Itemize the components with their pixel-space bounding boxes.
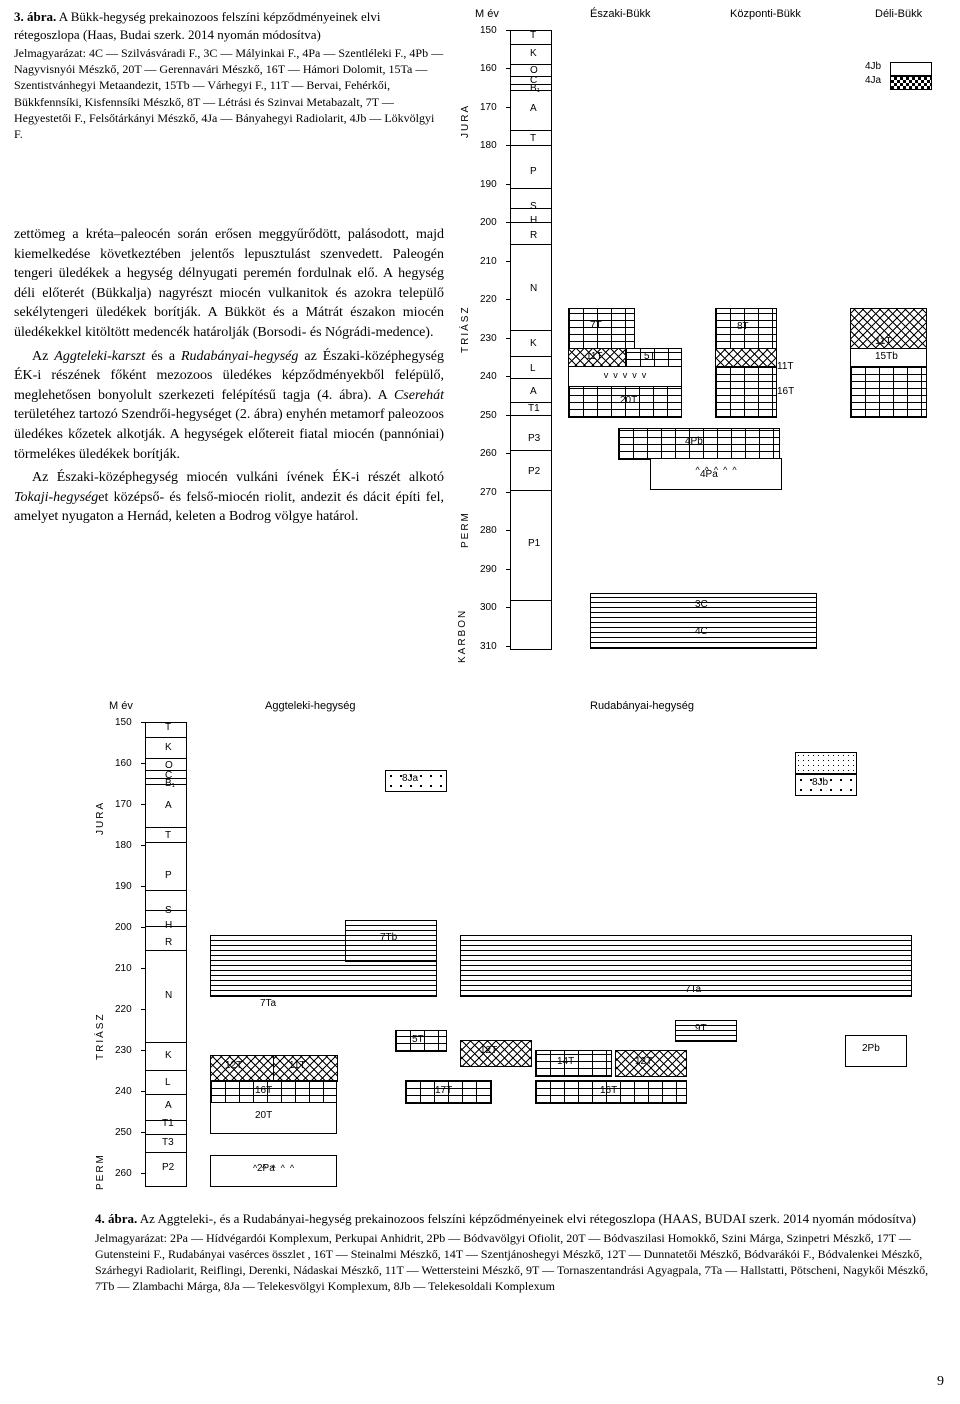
chart1-yt-12: 270	[480, 487, 497, 498]
fig4-title-rest: Az Aggteleki-, és a Rudabányai-hegység p…	[137, 1211, 916, 1226]
c2-period-jura: JURA	[95, 765, 106, 835]
c1-kb-16t	[715, 366, 777, 418]
c2-yt-7: 220	[115, 1004, 132, 1015]
c2-yt-2: 170	[115, 799, 132, 810]
chart1-yt-10: 250	[480, 410, 497, 421]
chart1-period-perm: PERM	[460, 478, 471, 548]
c2-yt-9: 240	[115, 1086, 132, 1097]
page-root: 3. ábra. A Bükk-hegység prekainozoos fel…	[0, 0, 960, 1404]
chart1-legend-4ja-box	[890, 76, 932, 90]
c2-yt-0: 150	[115, 717, 132, 728]
c2-yt-4: 190	[115, 881, 132, 892]
c2-12t-a	[210, 1055, 275, 1082]
fig3-key: Jelmagyarázat: 4C — Szilvásváradi F., 3C…	[14, 45, 444, 142]
fig4-caption: 4. ábra. Az Aggteleki-, és a Rudabányai-…	[95, 1210, 945, 1294]
body-text: zettömeg a kréta–paleocén során erősen m…	[14, 225, 444, 527]
c1-db-16t	[850, 366, 927, 418]
fig4-title-bold: 4. ábra.	[95, 1211, 137, 1226]
c1-eb-15ta: v v v v v	[568, 366, 682, 388]
c2-yt-11: 260	[115, 1168, 132, 1179]
c2-yt-1: 160	[115, 758, 132, 769]
c2-yt-10: 250	[115, 1127, 132, 1138]
chart1-col1: Központi-Bükk	[730, 8, 801, 20]
chart2-axis-title: M év	[109, 700, 133, 712]
chart1: M év Északi-Bükk Központi-Bükk Déli-Bükk…	[460, 8, 955, 668]
chart1-yt-14: 290	[480, 564, 497, 575]
chart1-yt-8: 230	[480, 333, 497, 344]
chart1-col2: Déli-Bükk	[875, 8, 922, 20]
chart1-yt-6: 210	[480, 256, 497, 267]
c2-yt-3: 180	[115, 840, 132, 851]
body-p3: Az Északi-középhegység miocén vulkáni ív…	[14, 468, 444, 527]
c2-11t	[273, 1055, 338, 1082]
fig3-title: 3. ábra. A Bükk-hegység prekainozoos fel…	[14, 8, 444, 43]
fig3-title-rest: A Bükk-hegység prekainozoos felszíni kép…	[14, 9, 380, 42]
chart1-col0: Északi-Bükk	[590, 8, 651, 20]
chart1-yt-5: 200	[480, 217, 497, 228]
chart1-yt-2: 170	[480, 102, 497, 113]
chart1-yt-16: 310	[480, 641, 497, 652]
chart2: M év Aggteleki-hegység Rudabányai-hegysé…	[95, 700, 945, 1200]
chart2-col1: Rudabányai-hegység	[590, 700, 694, 712]
body-p2: Az Aggteleki-karszt és a Rudabányai-hegy…	[14, 347, 444, 465]
chart1-yt-7: 220	[480, 294, 497, 305]
chart1-period-karbon: KARBON	[457, 608, 468, 663]
chart1-yt-11: 260	[480, 448, 497, 459]
chart1-yt-0: 150	[480, 25, 497, 36]
c2-16t-a	[210, 1080, 337, 1104]
c2-dot-legend	[795, 752, 857, 774]
chart1-yt-13: 280	[480, 525, 497, 536]
chart1-period-jura: JURA	[460, 68, 471, 138]
c2-period-perm: PERM	[95, 1140, 106, 1190]
c2-yt-8: 230	[115, 1045, 132, 1056]
chart1-yt-15: 300	[480, 602, 497, 613]
c2-yt-5: 200	[115, 922, 132, 933]
fig3-title-bold: 3. ábra.	[14, 9, 56, 24]
body-p1: zettömeg a kréta–paleocén során erősen m…	[14, 225, 444, 343]
chart1-yt-9: 240	[480, 371, 497, 382]
chart2-col0: Aggteleki-hegység	[265, 700, 356, 712]
chart1-legend-4jb-box	[890, 62, 932, 76]
c2-20t	[210, 1102, 337, 1134]
c2-period-triasz: TRIÁSZ	[95, 970, 106, 1060]
fig3-caption: 3. ábra. A Bükk-hegység prekainozoos fel…	[14, 8, 444, 142]
chart1-yt-4: 190	[480, 179, 497, 190]
chart1-yt-1: 160	[480, 63, 497, 74]
c2-yt-6: 210	[115, 963, 132, 974]
fig4-key: Jelmagyarázat: 2Pa — Hídvégardói Komplex…	[95, 1230, 945, 1295]
chart1-axis-title: M év	[475, 8, 499, 20]
fig4-title: 4. ábra. Az Aggteleki-, és a Rudabányai-…	[95, 1210, 945, 1228]
c1-kb-11t	[715, 348, 777, 368]
page-number: 9	[937, 1374, 944, 1390]
chart1-period-triasz: TRIÁSZ	[460, 263, 471, 353]
chart1-yt-3: 180	[480, 140, 497, 151]
